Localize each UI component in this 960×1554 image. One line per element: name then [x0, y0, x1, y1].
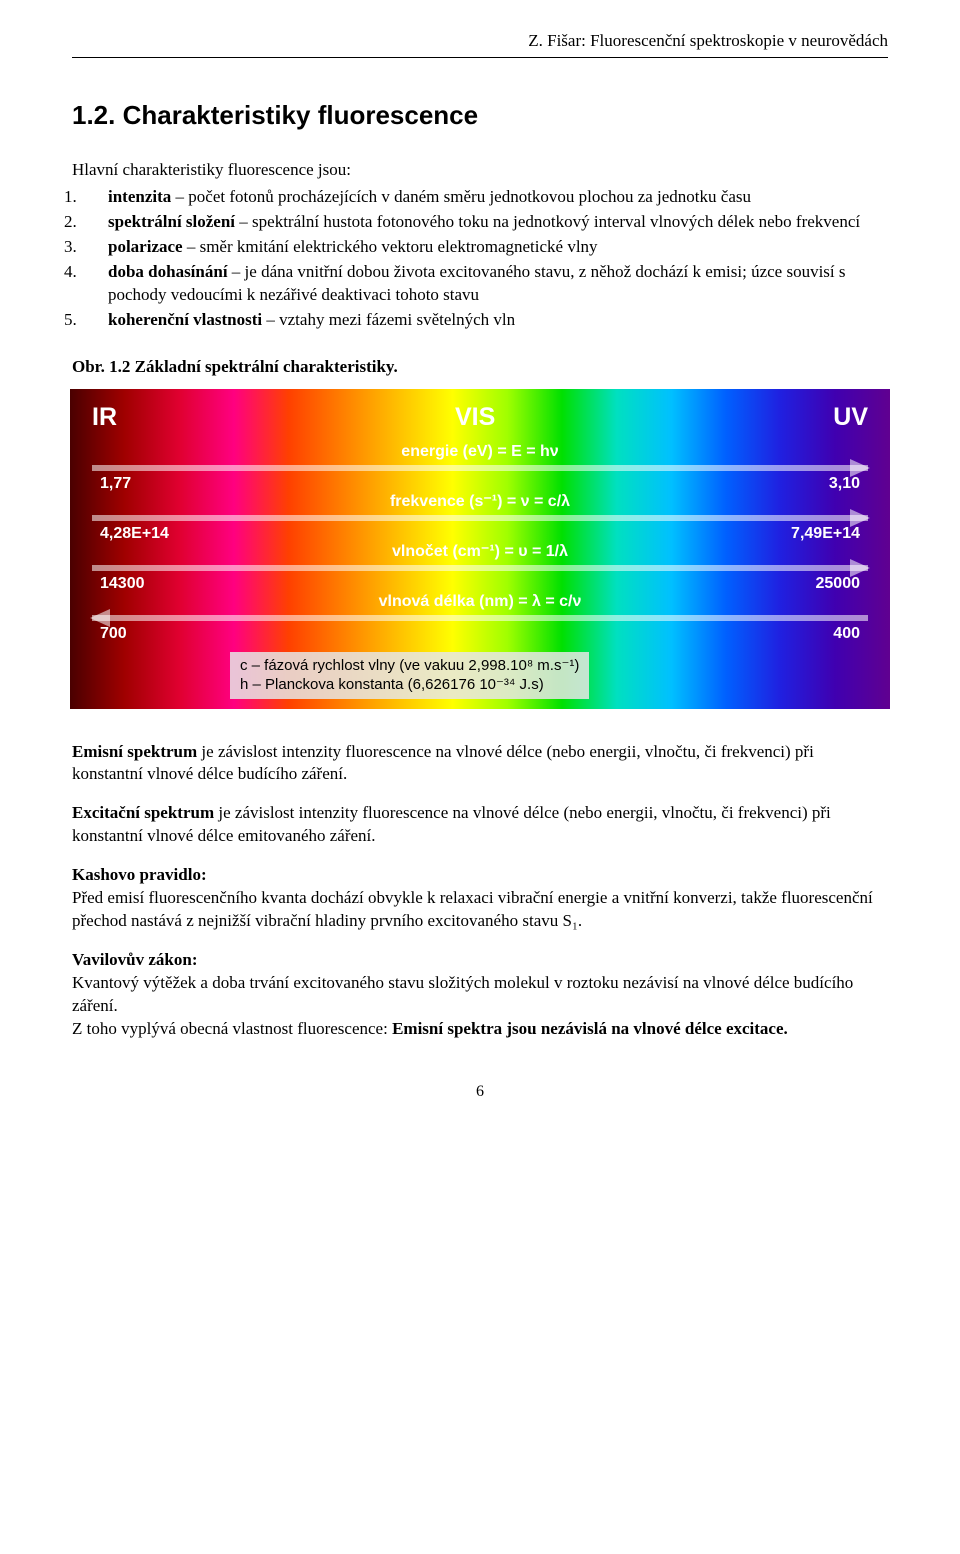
- list-num: 2.: [86, 211, 108, 234]
- row-right-val: 3,10: [829, 473, 860, 495]
- list-term: doba dohasínání: [108, 262, 228, 281]
- list-item: 2.spektrální složení – spektrální hustot…: [108, 211, 888, 234]
- row-left-val: 700: [100, 623, 127, 645]
- region-ir: IR: [92, 401, 117, 435]
- vavilov-line2-bold: Emisní spektra jsou nezávislá na vlnové …: [392, 1019, 788, 1038]
- para-lead: Excitační spektrum: [72, 803, 214, 822]
- characteristics-list: 1.intenzita – počet fotonů procházejícíc…: [72, 186, 888, 332]
- list-item: 1.intenzita – počet fotonů procházejícíc…: [108, 186, 888, 209]
- arrow-bar: [92, 615, 868, 621]
- list-rest: – vztahy mezi fázemi světelných vln: [262, 310, 515, 329]
- row-energy: energie (eV) = E = hν 1,77 3,10: [92, 445, 868, 493]
- kasha-title: Kashovo pravidlo:: [72, 865, 207, 884]
- spectrum-regions: IR VIS UV: [70, 401, 890, 435]
- vavilov-title: Vavilovův zákon:: [72, 950, 197, 969]
- row-left-val: 1,77: [100, 473, 131, 495]
- arrow-bar: [92, 515, 868, 521]
- list-term: spektrální složení: [108, 212, 235, 231]
- list-rest: – spektrální hustota fotonového toku na …: [235, 212, 860, 231]
- section-heading: 1.2. Charakteristiky fluorescence: [72, 98, 888, 133]
- row-label: frekvence (s⁻¹) = ν = c/λ: [390, 491, 570, 513]
- page-number: 6: [72, 1081, 888, 1103]
- list-num: 4.: [86, 261, 108, 284]
- list-num: 3.: [86, 236, 108, 259]
- region-vis: VIS: [455, 401, 495, 435]
- region-uv: UV: [833, 401, 868, 435]
- figure-caption: Obr. 1.2 Základní spektrální charakteris…: [72, 356, 888, 379]
- list-rest: – směr kmitání elektrického vektoru elek…: [183, 237, 598, 256]
- row-frequency: frekvence (s⁻¹) = ν = c/λ 4,28E+14 7,49E…: [92, 495, 868, 543]
- excitation-spectrum-para: Excitační spektrum je závislost intenzit…: [72, 802, 888, 848]
- running-header: Z. Fišar: Fluorescenční spektroskopie v …: [72, 30, 888, 53]
- kasha-body: Před emisí fluorescenčního kvanta docház…: [72, 888, 873, 930]
- spectrum-figure: IR VIS UV energie (eV) = E = hν 1,77 3,1…: [70, 389, 890, 709]
- kasha-rule: Kashovo pravidlo: Před emisí fluorescenč…: [72, 864, 888, 933]
- list-num: 5.: [86, 309, 108, 332]
- vavilov-law: Vavilovův zákon: Kvantový výtěžek a doba…: [72, 949, 888, 1041]
- spectrum-footnote: c – fázová rychlost vlny (ve vakuu 2,998…: [230, 652, 589, 699]
- header-rule: [72, 57, 888, 58]
- footnote-line: c – fázová rychlost vlny (ve vakuu 2,998…: [240, 656, 579, 676]
- arrow-bar: [92, 565, 868, 571]
- row-left-val: 4,28E+14: [100, 523, 169, 545]
- vavilov-line2-pre: Z toho vyplývá obecná vlastnost fluoresc…: [72, 1019, 392, 1038]
- row-left-val: 14300: [100, 573, 145, 595]
- list-num: 1.: [86, 186, 108, 209]
- list-rest: – počet fotonů procházejících v daném sm…: [171, 187, 751, 206]
- footnote-line: h – Planckova konstanta (6,626176 10⁻³⁴ …: [240, 675, 579, 695]
- list-term: koherenční vlastnosti: [108, 310, 262, 329]
- row-label: vlnočet (cm⁻¹) = υ = 1/λ: [392, 541, 568, 563]
- row-wavenumber: vlnočet (cm⁻¹) = υ = 1/λ 14300 25000: [92, 545, 868, 593]
- vavilov-line1: Kvantový výtěžek a doba trvání excitovan…: [72, 973, 853, 1015]
- list-item: 3.polarizace – směr kmitání elektrického…: [108, 236, 888, 259]
- emission-spectrum-para: Emisní spektrum je závislost intenzity f…: [72, 741, 888, 787]
- row-right-val: 25000: [816, 573, 861, 595]
- row-label: vlnová délka (nm) = λ = c/ν: [379, 591, 582, 613]
- list-term: intenzita: [108, 187, 171, 206]
- intro-line: Hlavní charakteristiky fluorescence jsou…: [72, 159, 888, 182]
- arrow-bar: [92, 465, 868, 471]
- para-lead: Emisní spektrum: [72, 742, 197, 761]
- row-right-val: 400: [833, 623, 860, 645]
- list-term: polarizace: [108, 237, 183, 256]
- row-wavelength: vlnová délka (nm) = λ = c/ν 700 400: [92, 595, 868, 643]
- list-item: 5.koherenční vlastnosti – vztahy mezi fá…: [108, 309, 888, 332]
- row-right-val: 7,49E+14: [791, 523, 860, 545]
- row-label: energie (eV) = E = hν: [401, 441, 558, 463]
- list-item: 4.doba dohasínání – je dána vnitřní dobo…: [108, 261, 888, 307]
